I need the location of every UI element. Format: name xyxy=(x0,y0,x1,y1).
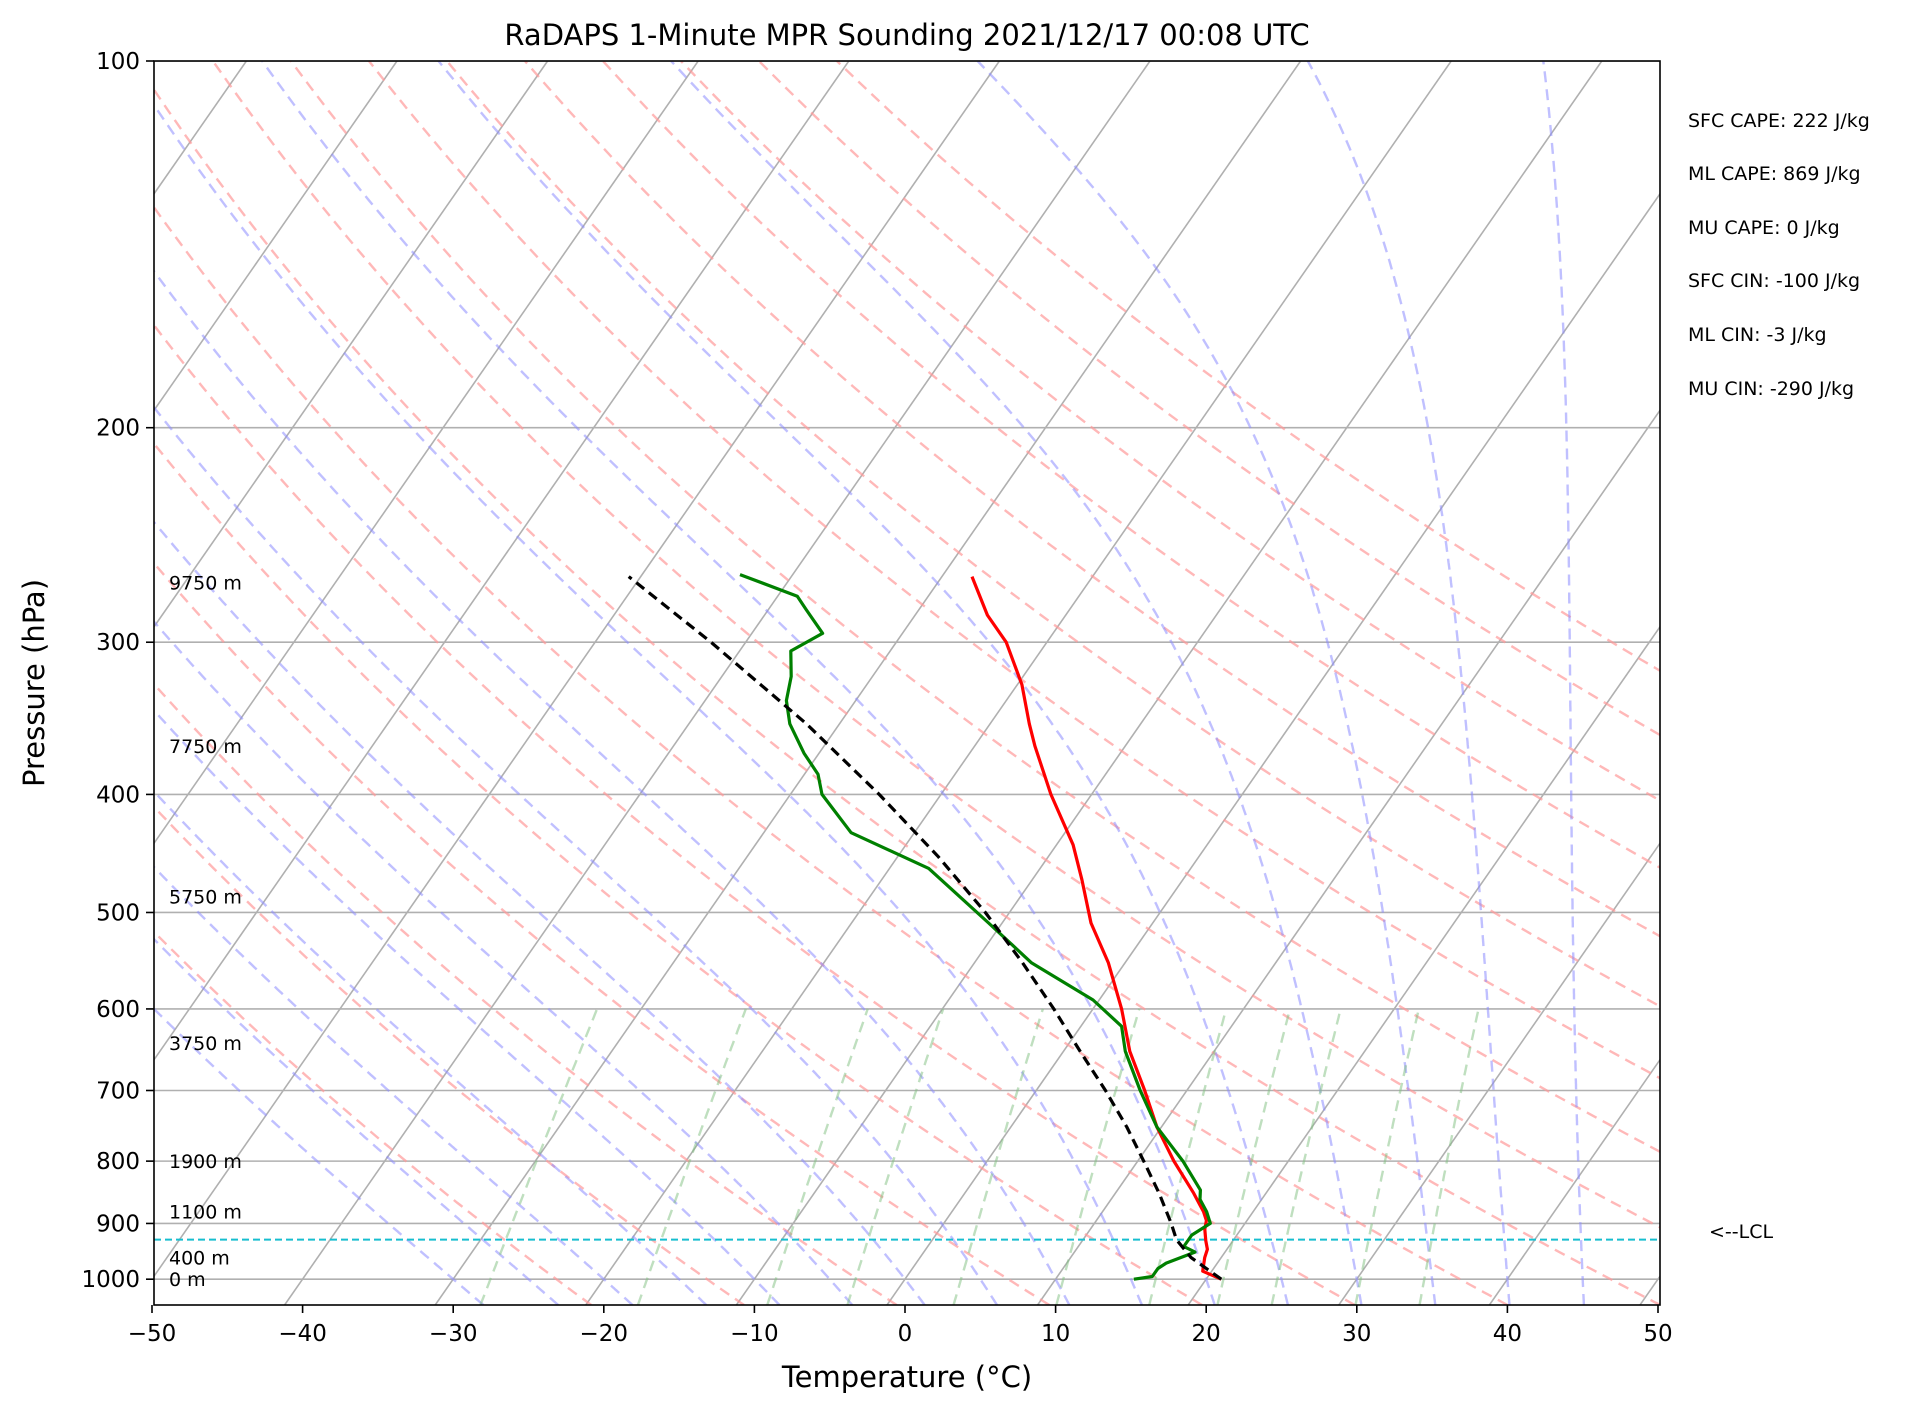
moist-adiabat-line xyxy=(154,789,708,1305)
moist-adiabat-line xyxy=(154,405,999,1305)
temperature-trace xyxy=(970,576,1222,1281)
mixing-ratio-line xyxy=(766,1008,869,1305)
mixing-ratio-line xyxy=(1418,1008,1480,1305)
moist-adiabat-line xyxy=(670,61,1363,1305)
dry-adiabat-line xyxy=(154,805,745,1305)
x-axis-label: Temperature (°C) xyxy=(781,1360,1032,1394)
mixing-ratio-line xyxy=(1055,1008,1141,1305)
y-axis-label: Pressure (hPa) xyxy=(17,579,51,787)
mixing-ratio-line xyxy=(846,1008,945,1305)
stat-sfc-cape: SFC CAPE: 222 J/kg xyxy=(1688,110,1870,132)
x-tick-label: −30 xyxy=(429,1321,478,1347)
y-tick-label: 600 xyxy=(96,997,140,1023)
x-tick-label: 40 xyxy=(1493,1321,1522,1347)
moist-adiabat-line xyxy=(154,619,854,1305)
x-tick-label: −20 xyxy=(580,1321,629,1347)
isotherm-line xyxy=(1036,408,1660,1305)
height-label: 0 m xyxy=(169,1269,206,1291)
moist-adiabat-line xyxy=(154,1007,485,1305)
y-tick-label: 200 xyxy=(96,416,140,442)
stat-mu-cin: MU CIN: -290 J/kg xyxy=(1688,378,1855,400)
height-label: 400 m xyxy=(169,1248,230,1270)
sounding-traces xyxy=(154,573,1660,1281)
parcel-profile-trace xyxy=(627,575,1223,1281)
isotherm-line xyxy=(886,192,1660,1305)
mixing-ratio-line xyxy=(479,1008,599,1305)
isotherm-line xyxy=(1488,1058,1660,1305)
dry-adiabat-line xyxy=(289,61,1660,1154)
background-grid xyxy=(154,61,1660,1305)
moist-adiabat-line xyxy=(437,61,1290,1305)
stat-mu-cape: MU CAPE: 0 J/kg xyxy=(1688,217,1840,239)
dry-adiabat-line xyxy=(154,205,1509,1305)
moist-adiabat-line xyxy=(154,520,926,1305)
height-labels: 9750 m 7750 m 5750 m 3750 m 1900 m 1100 m 400 … xyxy=(169,573,242,1292)
isotherm-line xyxy=(154,61,850,1062)
isotherm-line xyxy=(154,61,1001,1278)
lcl-label: <--LCL xyxy=(1709,1221,1774,1243)
height-label: 3750 m xyxy=(169,1033,242,1055)
isotherm-line xyxy=(585,61,1452,1305)
mixing-ratio-line xyxy=(1270,1008,1342,1305)
dry-adiabat-line xyxy=(154,682,898,1305)
height-label: 5750 m xyxy=(169,886,242,908)
mixing-ratio-line xyxy=(952,1008,1045,1305)
moist-adiabat-line xyxy=(154,269,1071,1305)
height-label: 1900 m xyxy=(169,1151,242,1173)
y-tick-label: 500 xyxy=(96,900,140,926)
moist-adiabat-line xyxy=(154,708,781,1305)
dry-adiabat-line xyxy=(154,87,1660,1305)
moist-adiabat-line xyxy=(261,61,1216,1305)
x-tick-label: 20 xyxy=(1192,1321,1221,1347)
moist-adiabat-line xyxy=(1306,61,1511,1305)
chart-title: RaDAPS 1-Minute MPR Sounding 2021/12/17 … xyxy=(504,18,1309,52)
x-tick-label: −50 xyxy=(128,1321,177,1347)
y-tick-label: 900 xyxy=(96,1211,140,1237)
y-tick-label: 800 xyxy=(96,1149,140,1175)
stat-ml-cin: ML CIN: -3 J/kg xyxy=(1688,324,1827,346)
mixing-ratio-line xyxy=(636,1008,747,1305)
height-label: 9750 m xyxy=(169,573,242,595)
height-label: 7750 m xyxy=(169,736,242,758)
y-tick-label: 100 xyxy=(96,49,140,75)
y-tick-label: 300 xyxy=(96,630,140,656)
stat-ml-cape: ML CAPE: 869 J/kg xyxy=(1688,163,1861,185)
dry-adiabat-line xyxy=(211,61,1660,1229)
dry-adiabat-line xyxy=(602,61,1660,870)
y-tick-label: 700 xyxy=(96,1078,140,1104)
moist-adiabat-line xyxy=(154,937,560,1305)
isotherm-line xyxy=(154,61,398,412)
stat-sfc-cin: SFC CIN: -100 J/kg xyxy=(1688,270,1861,292)
x-tick-label: 10 xyxy=(1041,1321,1070,1347)
dry-adiabat-line xyxy=(445,61,1660,1008)
dewpoint-trace xyxy=(739,573,1212,1281)
mixing-ratio-line xyxy=(1354,1008,1420,1305)
isotherm-line xyxy=(154,61,699,845)
moist-adiabat-line xyxy=(154,102,1144,1305)
x-tick-label: 0 xyxy=(898,1321,913,1347)
isotherm-line xyxy=(1338,841,1660,1305)
mixing-ratio-line xyxy=(1148,1008,1228,1305)
x-tick-label: −40 xyxy=(278,1321,327,1347)
isotherm-line xyxy=(154,61,549,629)
x-tick-label: −10 xyxy=(730,1321,779,1347)
x-tick-label: 50 xyxy=(1643,1321,1672,1347)
moist-adiabat-line xyxy=(154,865,634,1305)
dry-adiabat-line xyxy=(758,61,1660,737)
isotherm-line xyxy=(735,61,1603,1305)
x-tick-label: 30 xyxy=(1342,1321,1371,1347)
dry-adiabat-line xyxy=(154,441,1203,1305)
isotherm-line xyxy=(283,61,1151,1305)
y-tick-label: 400 xyxy=(96,782,140,808)
moist-adiabat-line xyxy=(1542,61,1586,1305)
isotherm-line xyxy=(1187,625,1660,1305)
mixing-ratio-line xyxy=(1216,1008,1292,1305)
height-label: 1100 m xyxy=(169,1202,242,1224)
y-tick-label: 1000 xyxy=(81,1267,140,1293)
plot-frame xyxy=(153,60,1661,1306)
axis-ticks: −50 −40 −30 −20 −10 0 10 20 30 40 50 100 200 300 400 50… xyxy=(81,49,1672,1347)
